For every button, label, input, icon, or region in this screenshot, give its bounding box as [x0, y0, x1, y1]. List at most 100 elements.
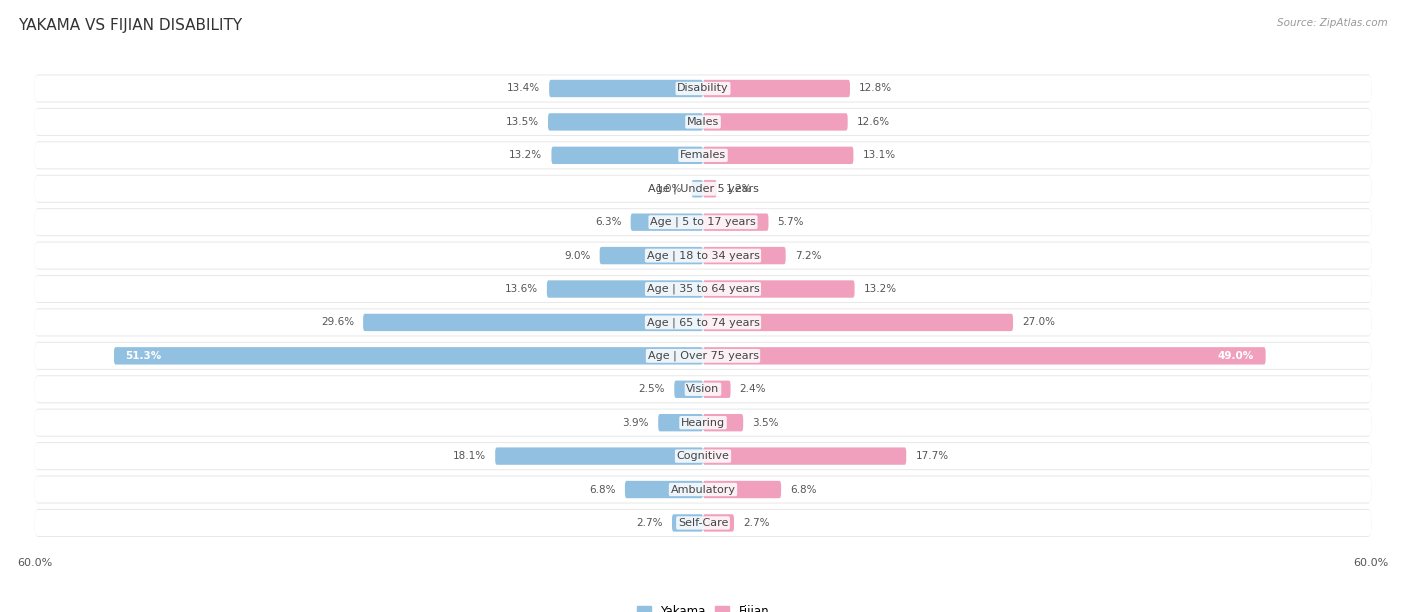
FancyBboxPatch shape — [35, 108, 1371, 136]
FancyBboxPatch shape — [35, 509, 1371, 537]
Text: Age | 35 to 64 years: Age | 35 to 64 years — [647, 284, 759, 294]
FancyBboxPatch shape — [495, 447, 703, 465]
FancyBboxPatch shape — [703, 481, 782, 498]
FancyBboxPatch shape — [114, 347, 703, 365]
Text: Males: Males — [688, 117, 718, 127]
FancyBboxPatch shape — [35, 443, 1371, 469]
Text: 60.0%: 60.0% — [1354, 558, 1389, 568]
FancyBboxPatch shape — [551, 147, 703, 164]
FancyBboxPatch shape — [35, 242, 1371, 269]
Text: 7.2%: 7.2% — [794, 250, 821, 261]
Text: Females: Females — [681, 151, 725, 160]
Text: 13.2%: 13.2% — [863, 284, 897, 294]
FancyBboxPatch shape — [35, 376, 1371, 402]
Text: 2.5%: 2.5% — [638, 384, 665, 394]
Text: Age | Over 75 years: Age | Over 75 years — [648, 351, 758, 361]
Text: 13.1%: 13.1% — [863, 151, 896, 160]
Text: 13.2%: 13.2% — [509, 151, 543, 160]
FancyBboxPatch shape — [703, 113, 848, 130]
FancyBboxPatch shape — [658, 414, 703, 431]
FancyBboxPatch shape — [703, 514, 734, 532]
FancyBboxPatch shape — [35, 176, 1371, 202]
FancyBboxPatch shape — [703, 414, 744, 431]
Text: Age | Under 5 years: Age | Under 5 years — [648, 184, 758, 194]
Text: Ambulatory: Ambulatory — [671, 485, 735, 494]
FancyBboxPatch shape — [35, 276, 1371, 302]
Text: 2.7%: 2.7% — [744, 518, 769, 528]
FancyBboxPatch shape — [35, 476, 1371, 504]
Text: Disability: Disability — [678, 83, 728, 94]
FancyBboxPatch shape — [550, 80, 703, 97]
Text: 3.9%: 3.9% — [623, 417, 650, 428]
Text: Cognitive: Cognitive — [676, 451, 730, 461]
FancyBboxPatch shape — [703, 147, 853, 164]
FancyBboxPatch shape — [35, 375, 1371, 403]
Text: 18.1%: 18.1% — [453, 451, 486, 461]
Text: 5.7%: 5.7% — [778, 217, 804, 227]
FancyBboxPatch shape — [363, 314, 703, 331]
Text: YAKAMA VS FIJIAN DISABILITY: YAKAMA VS FIJIAN DISABILITY — [18, 18, 242, 34]
Text: 2.7%: 2.7% — [637, 518, 662, 528]
Text: 12.6%: 12.6% — [856, 117, 890, 127]
FancyBboxPatch shape — [35, 310, 1371, 335]
FancyBboxPatch shape — [35, 174, 1371, 203]
Legend: Yakama, Fijian: Yakama, Fijian — [631, 601, 775, 612]
FancyBboxPatch shape — [703, 347, 1265, 365]
Text: 6.8%: 6.8% — [589, 485, 616, 494]
Text: 29.6%: 29.6% — [321, 318, 354, 327]
Text: 13.6%: 13.6% — [505, 284, 537, 294]
Text: 6.8%: 6.8% — [790, 485, 817, 494]
Text: 1.2%: 1.2% — [725, 184, 752, 194]
Text: 17.7%: 17.7% — [915, 451, 949, 461]
FancyBboxPatch shape — [672, 514, 703, 532]
FancyBboxPatch shape — [703, 447, 907, 465]
Text: 27.0%: 27.0% — [1022, 318, 1056, 327]
FancyBboxPatch shape — [35, 275, 1371, 303]
Text: Self-Care: Self-Care — [678, 518, 728, 528]
FancyBboxPatch shape — [703, 381, 731, 398]
FancyBboxPatch shape — [703, 180, 717, 198]
Text: Source: ZipAtlas.com: Source: ZipAtlas.com — [1277, 18, 1388, 28]
Text: 51.3%: 51.3% — [125, 351, 162, 361]
Text: 60.0%: 60.0% — [17, 558, 52, 568]
FancyBboxPatch shape — [703, 314, 1012, 331]
FancyBboxPatch shape — [35, 442, 1371, 470]
FancyBboxPatch shape — [35, 510, 1371, 536]
Text: 6.3%: 6.3% — [595, 217, 621, 227]
FancyBboxPatch shape — [599, 247, 703, 264]
Text: Age | 18 to 34 years: Age | 18 to 34 years — [647, 250, 759, 261]
FancyBboxPatch shape — [35, 342, 1371, 370]
Text: 12.8%: 12.8% — [859, 83, 893, 94]
Text: 49.0%: 49.0% — [1218, 351, 1254, 361]
FancyBboxPatch shape — [35, 209, 1371, 235]
FancyBboxPatch shape — [703, 214, 769, 231]
FancyBboxPatch shape — [35, 109, 1371, 135]
Text: Age | 5 to 17 years: Age | 5 to 17 years — [650, 217, 756, 228]
FancyBboxPatch shape — [35, 141, 1371, 170]
FancyBboxPatch shape — [35, 75, 1371, 103]
FancyBboxPatch shape — [35, 242, 1371, 270]
Text: 1.0%: 1.0% — [657, 184, 682, 194]
FancyBboxPatch shape — [35, 343, 1371, 369]
Text: 13.5%: 13.5% — [506, 117, 538, 127]
Text: Age | 65 to 74 years: Age | 65 to 74 years — [647, 317, 759, 327]
FancyBboxPatch shape — [35, 409, 1371, 437]
FancyBboxPatch shape — [35, 308, 1371, 337]
Text: Vision: Vision — [686, 384, 720, 394]
FancyBboxPatch shape — [624, 481, 703, 498]
FancyBboxPatch shape — [35, 75, 1371, 102]
FancyBboxPatch shape — [703, 247, 786, 264]
Text: Hearing: Hearing — [681, 417, 725, 428]
FancyBboxPatch shape — [703, 80, 851, 97]
FancyBboxPatch shape — [35, 409, 1371, 436]
Text: 3.5%: 3.5% — [752, 417, 779, 428]
Text: 13.4%: 13.4% — [506, 83, 540, 94]
FancyBboxPatch shape — [548, 113, 703, 130]
FancyBboxPatch shape — [692, 180, 703, 198]
FancyBboxPatch shape — [675, 381, 703, 398]
Text: 9.0%: 9.0% — [564, 250, 591, 261]
FancyBboxPatch shape — [35, 208, 1371, 236]
Text: 2.4%: 2.4% — [740, 384, 766, 394]
FancyBboxPatch shape — [35, 143, 1371, 168]
FancyBboxPatch shape — [703, 280, 855, 297]
